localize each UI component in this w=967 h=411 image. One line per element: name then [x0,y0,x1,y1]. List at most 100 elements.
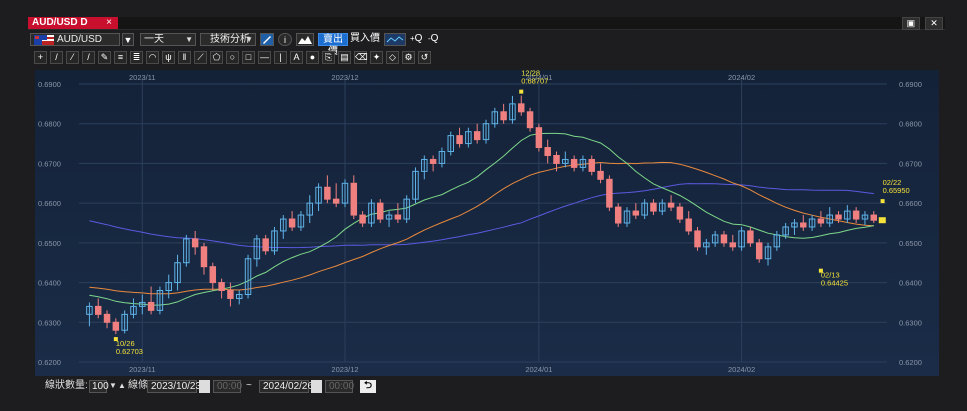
main-toolbar: AUD/USD ▼ 一天▼ 技術分析▼ i 賣出價 買入價 +Q -Q [30,33,945,57]
candle-body [174,262,181,284]
candle-body [826,214,833,224]
extreme-marker [113,337,118,342]
y-tick-label-left: 0.6400 [38,279,61,288]
horizontal-line-icon[interactable]: — [258,51,271,64]
candle-body [782,226,789,236]
close-icon[interactable]: ✕ [925,17,943,30]
candle-body [852,210,860,220]
candle-body [438,151,446,164]
start-time-input[interactable]: 00:00 [213,380,242,393]
candle-body [632,210,640,216]
candle-body [191,238,199,248]
settings-icon[interactable]: ⚙ [402,51,415,64]
extreme-marker [880,199,885,204]
refresh-icon[interactable]: ⮌ [360,380,376,393]
candle-body [518,103,525,113]
candle-body [650,202,657,212]
bars-increase-icon[interactable]: ▲ [118,381,126,390]
candle-body [385,214,393,220]
extended-line-icon[interactable]: / [82,51,95,64]
tab-close-icon[interactable]: × [106,17,112,28]
x-tick-label-top: 2023/12 [331,73,358,82]
end-date-input[interactable]: 2024/02/26 [259,380,313,393]
magic-wand-icon[interactable]: ✦ [370,51,383,64]
symbol-dropdown-icon[interactable]: ▼ [122,33,134,46]
y-tick-label-left: 0.6700 [38,159,61,168]
indicator-shape [386,36,404,43]
candle-body [500,111,507,121]
candle-body [579,158,587,168]
chart-tab[interactable]: AUD/USD D × [28,17,118,29]
candle-body [209,266,217,284]
bars-count-input[interactable]: 100 [89,380,109,393]
zoom-out-icon[interactable]: -Q [428,33,439,44]
candle-body [738,230,745,248]
end-time-input[interactable]: 00:00 [325,380,354,393]
info-icon[interactable]: i [278,33,292,46]
candle-body [165,282,172,292]
vertical-lines-icon[interactable]: ‖ [178,51,191,64]
candle-body [394,214,402,220]
x-tick-label-top: 2023/11 [129,73,156,82]
y-tick-label-right: 0.6900 [899,80,922,89]
annotation-date: 10/26 [116,339,135,348]
symbol-select[interactable]: AUD/USD [30,33,120,46]
delete-icon[interactable]: ⌫ [354,51,368,64]
vertical-line-icon[interactable]: | [274,51,287,64]
candle-body [280,218,287,232]
y-tick-label-right: 0.6500 [899,239,922,248]
eraser-icon[interactable]: ◇ [386,51,399,64]
candle-body [315,186,322,204]
circle-icon[interactable]: ○ [226,51,239,64]
undo-icon[interactable]: ↺ [418,51,431,64]
range-separator: ~ [246,380,252,391]
rectangle-icon[interactable]: □ [242,51,255,64]
equidistant-channel-icon[interactable]: ≣ [130,51,143,64]
candle-body [747,230,754,244]
indicator-icon[interactable] [384,33,406,46]
candle-body [94,305,102,315]
pencil-icon[interactable] [260,33,274,46]
annotation-date: 02/22 [883,178,902,187]
ray-line-icon[interactable]: ⁄ [66,51,79,64]
pen-icon[interactable]: ✎ [98,51,111,64]
start-date-input[interactable]: 2023/10/23 [147,380,201,393]
text-icon[interactable]: A [290,51,303,64]
annotation-price: 0.65950 [883,186,910,195]
tech-analysis-select[interactable]: 技術分析 ▼ [200,33,256,46]
x-tick-label-bottom: 2023/11 [129,365,156,374]
candle-body [332,198,340,204]
crosshair-icon[interactable]: + [34,51,47,64]
buy-price-button[interactable]: 買入價 [350,33,380,44]
marker-icon[interactable]: ● [306,51,319,64]
zoom-in-icon[interactable]: +Q [410,33,423,44]
paste-icon[interactable]: ▤ [338,51,351,64]
period-select[interactable]: 一天 ▼ [140,33,196,46]
trend-line-icon[interactable]: / [50,51,63,64]
pitchfork-icon[interactable]: ψ [162,51,175,64]
candle-body [288,218,296,228]
copy-icon[interactable]: ⎘ [322,51,335,64]
candle-body [755,242,763,260]
candle-body [659,202,666,212]
annotation-price: 0.68707 [521,77,548,86]
calendar-icon[interactable] [311,380,322,393]
price-chart[interactable]: 0.6900 0.6900 0.6800 0.6800 0.6700 0.6700 0.66… [35,70,939,376]
polygon-icon[interactable]: ⬠ [210,51,223,64]
arc-icon[interactable]: ◠ [146,51,159,64]
drawing-toolbar: + / ⁄ / ✎ ≡ ≣ ◠ ψ ‖ ⟋ ⬠ ○ □ — | A ● ⎘ ▤ ⌫ ✦ ◇ ⚙ ↺ [34,51,454,65]
candle-body [817,218,825,224]
candle-body [711,234,719,244]
mountain-chart-icon[interactable] [296,33,314,46]
sell-price-button[interactable]: 賣出價 [318,33,348,57]
x-tick-label-top: 2024/01 [525,73,552,82]
candle-body [729,242,737,248]
bars-decrease-icon[interactable]: ▼ [109,381,117,390]
chart-footer: 線狀數量: 100 ▼ ▲ 線條 2023/10/23 00:00 ~ 2024… [35,380,635,394]
calendar-icon[interactable] [199,380,210,393]
horizontal-channel-icon[interactable]: ≡ [114,51,127,64]
candle-body [271,230,278,252]
fan-icon[interactable]: ⟋ [194,51,207,64]
restore-icon[interactable]: ▣ [901,17,920,30]
